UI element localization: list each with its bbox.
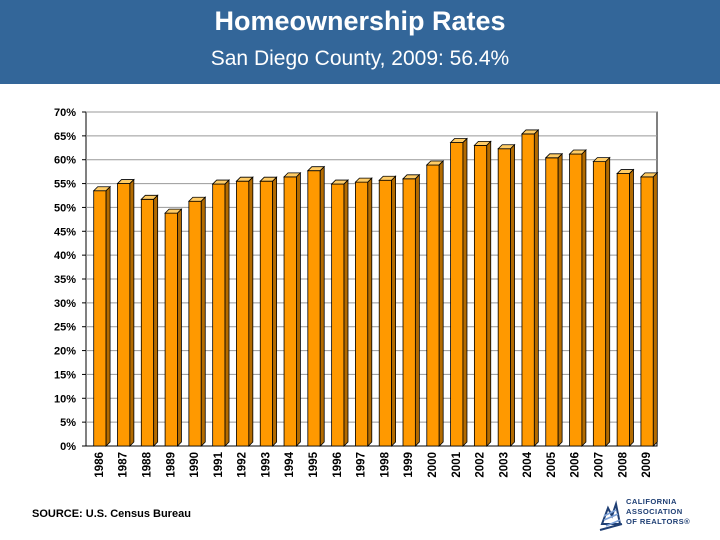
x-tick-label: 2009 [641,452,653,478]
y-tick-label: 45% [54,226,76,238]
bar [283,176,297,447]
chart-subtitle: San Diego County, 2009: 56.4% [210,47,510,70]
bar-side [129,178,135,447]
y-tick-label: 70% [54,107,76,119]
x-tick-label: 1989 [165,452,177,478]
bar-side [557,152,563,447]
bar-side [605,156,611,447]
bar-side [153,194,159,447]
x-tick-label: 1995 [308,451,320,477]
x-tick-label: 1992 [237,452,249,478]
bar [164,212,178,447]
chart-title: Homeownership Rates [214,6,506,36]
x-tick-label: 2006 [570,452,582,478]
y-tick-label: 50% [54,202,76,214]
bar-side [510,143,515,447]
bar [592,161,607,447]
bar-side [224,179,230,447]
bar-side [652,171,658,447]
y-tick-label: 15% [54,369,76,381]
bar [331,183,345,447]
x-tick-label: 1988 [141,451,153,477]
bar-side [367,177,373,447]
bar [545,157,559,447]
bar-side [177,208,182,447]
y-tick-label: 55% [54,179,76,191]
y-tick-label: 20% [54,346,76,358]
y-tick-label: 25% [54,322,76,334]
y-tick-label: 0% [60,441,76,453]
x-tick-label: 2002 [475,452,487,478]
x-tick-label: 1998 [379,451,391,477]
y-tick-label: 40% [54,250,76,262]
bar-side [343,179,349,447]
logo-line-1: CALIFORNIA [626,497,677,506]
y-tick-label: 65% [54,131,76,143]
logo-line-2: ASSOCIATION [626,507,683,516]
bar [640,176,654,447]
bar [140,198,155,447]
x-tick-label: 1996 [332,452,344,478]
bar [402,178,416,447]
bar [212,183,226,447]
header-banner [0,0,720,84]
x-tick-label: 2004 [522,451,534,477]
bar-side [272,176,278,447]
x-tick-label: 2007 [594,452,606,478]
x-tick-label: 1991 [213,451,225,477]
car-logo: CALIFORNIA ASSOCIATION OF REALTORS® [598,494,712,534]
bar [378,179,392,447]
bar [497,148,511,447]
y-tick-label: 35% [54,274,76,286]
x-tick-label: 1986 [94,452,106,478]
x-tick-label: 1993 [260,452,272,478]
bar-side [486,140,492,447]
bar-side [296,171,301,447]
bar-side [462,137,468,447]
x-tick-label: 2008 [617,451,629,477]
bar [569,153,583,447]
bar-side [438,159,444,447]
bar-side [533,128,539,447]
x-tick-label: 2005 [546,451,558,477]
y-tick-label: 30% [54,298,76,310]
y-tick-label: 10% [54,393,76,405]
bar-side [629,168,634,447]
bar [450,142,464,447]
bar-side [319,165,325,447]
bar [307,170,321,447]
bar [616,173,630,447]
bar-side [105,185,111,447]
x-tick-label: 1990 [189,452,201,478]
bar [259,180,274,447]
bar [188,200,202,447]
bar [426,164,440,447]
bar [355,181,369,447]
x-tick-label: 2000 [427,452,439,478]
bar-side [248,176,254,447]
x-tick-label: 1999 [403,452,415,478]
bar-side [200,196,206,447]
y-tick-label: 60% [54,155,76,167]
y-tick-label: 5% [60,417,76,429]
bar [473,145,488,447]
bar-chart: 0% 5% 10% 15% 20% 25% 30% 35% 40% 45% 50% 55% 60% 65%… [54,107,659,478]
bar-side [414,173,420,447]
x-tick-label: 2001 [451,451,463,477]
car-logo-icon [599,500,623,531]
bar [117,183,131,447]
bar-side [391,175,396,447]
logo-text: CALIFORNIA ASSOCIATION OF REALTORS® [626,497,690,527]
bar [521,133,535,447]
bar [93,190,107,447]
x-tick-label: 1994 [284,451,296,477]
logo-line-3: OF REALTORS® [626,517,691,526]
x-tick-label: 1987 [118,452,130,478]
bar-side [581,149,587,447]
source-note: SOURCE: U.S. Census Bureau [32,508,191,520]
bar [236,180,250,447]
x-tick-label: 1997 [356,452,368,478]
x-tick-label: 2003 [498,452,510,478]
